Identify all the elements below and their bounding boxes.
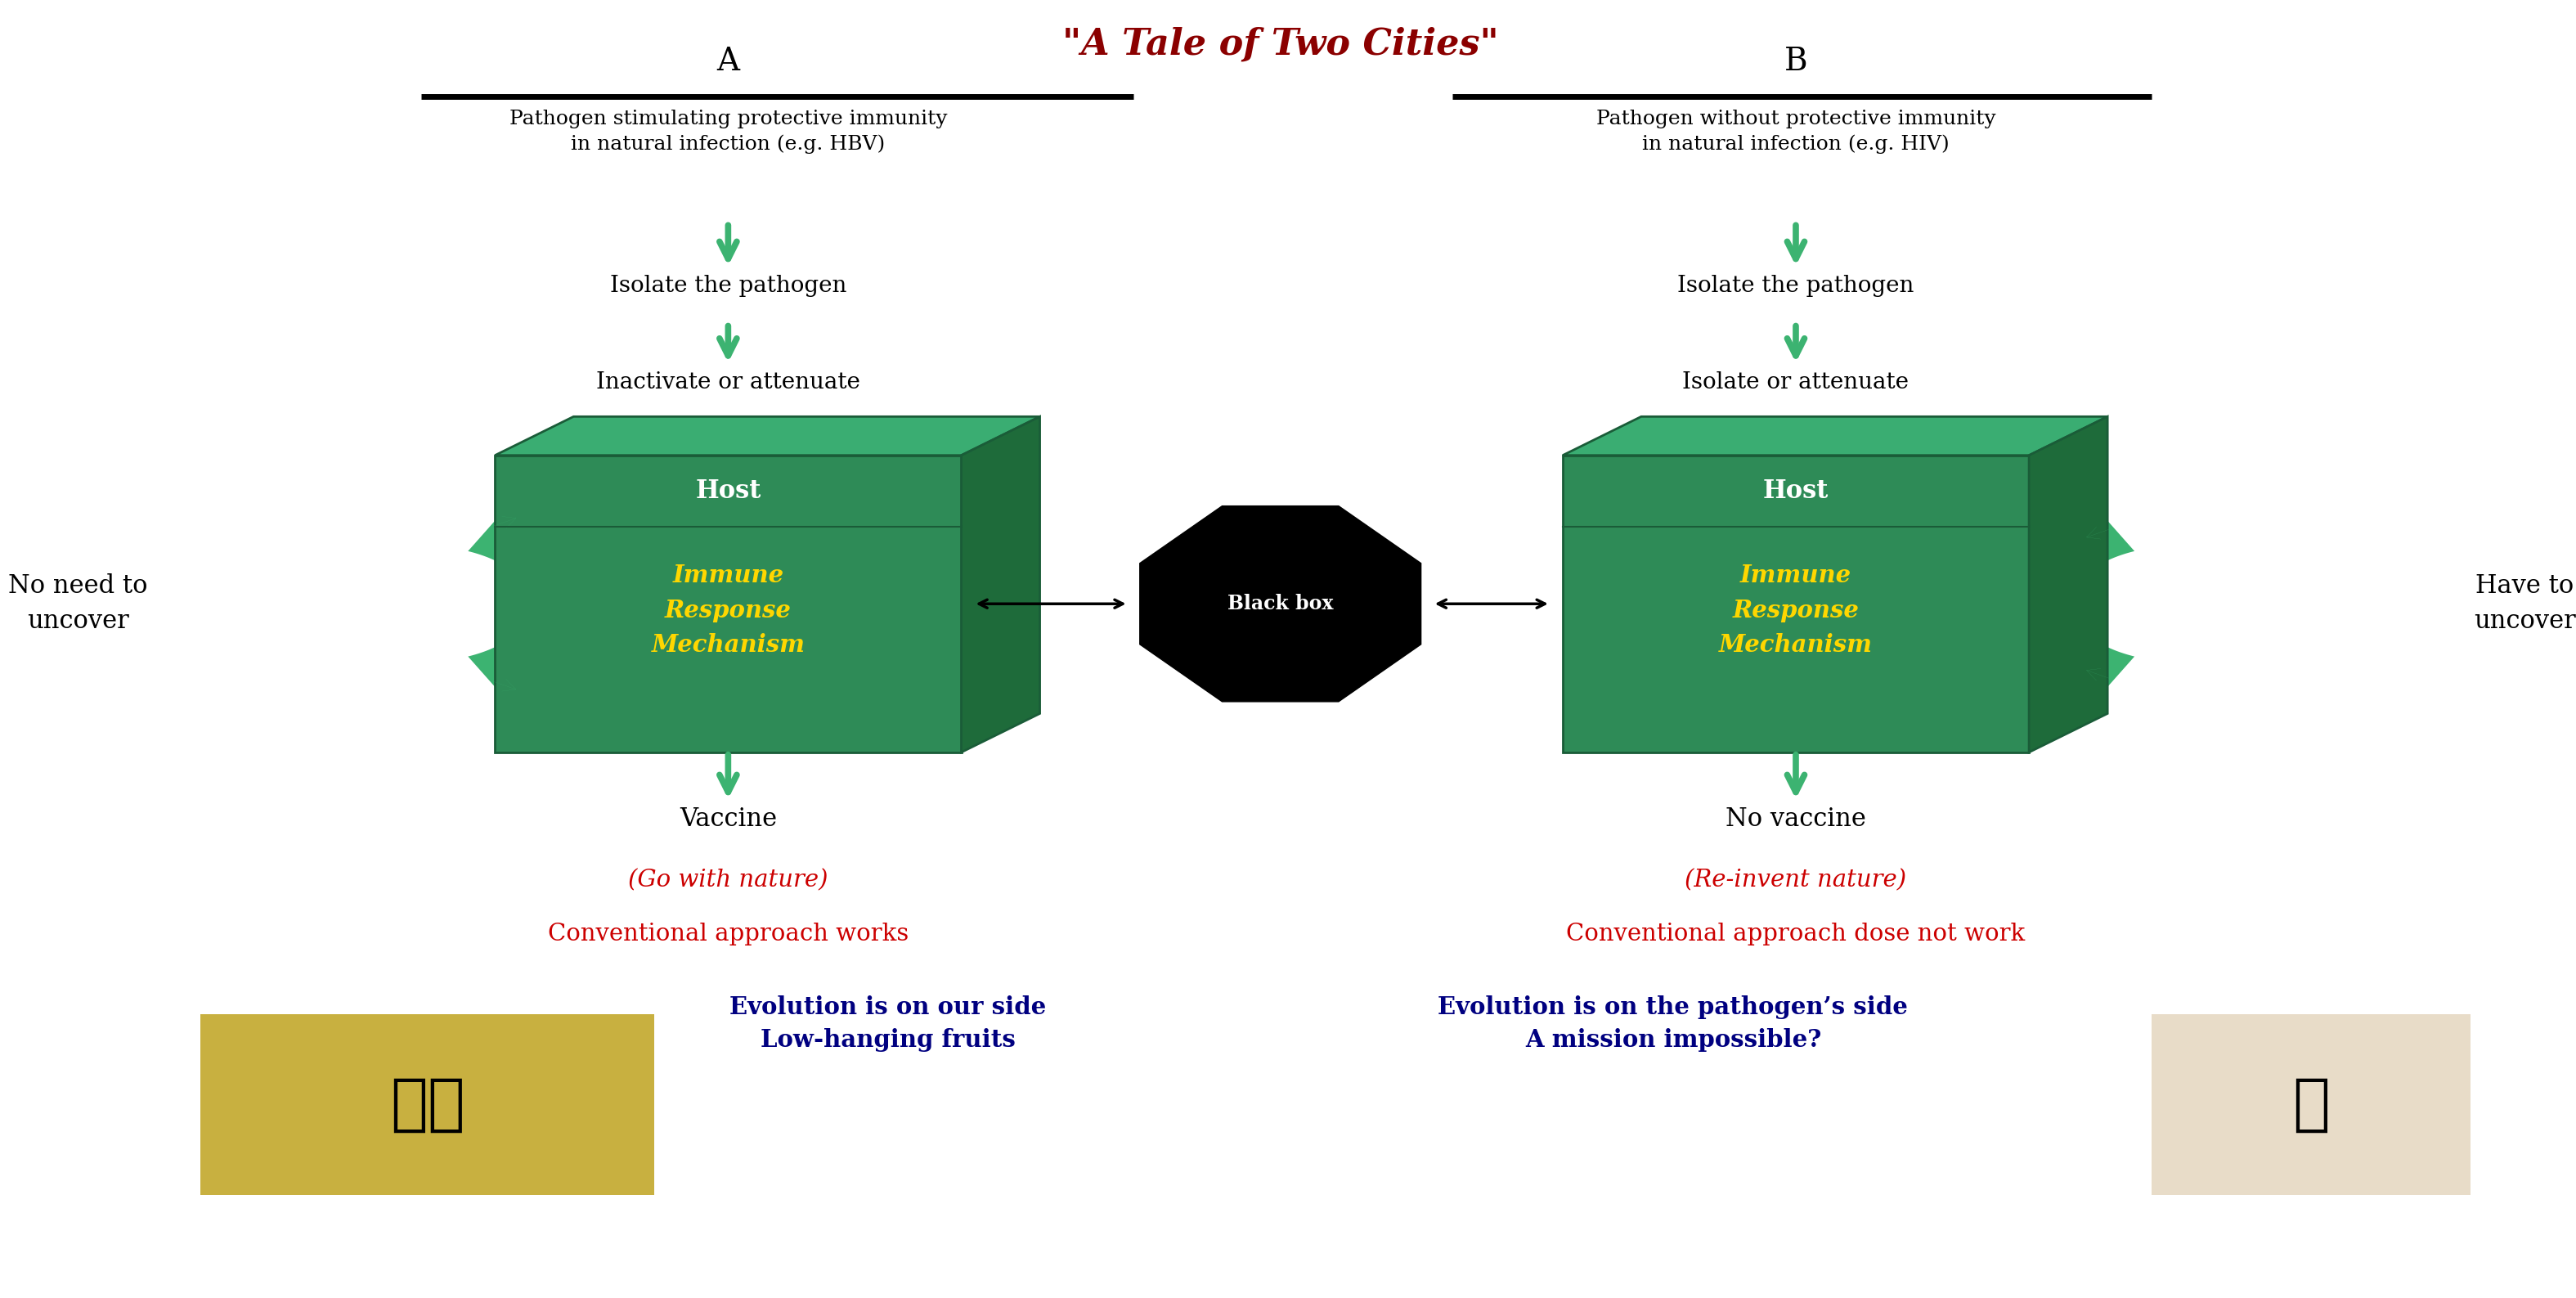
Polygon shape (2151, 1015, 2470, 1195)
Text: Pathogen without protective immunity
in natural infection (e.g. HIV): Pathogen without protective immunity in … (1597, 109, 1996, 153)
Text: A: A (716, 47, 739, 77)
Text: 🤔: 🤔 (2293, 1075, 2331, 1134)
Text: Vaccine: Vaccine (680, 806, 778, 832)
Text: Evolution is on the pathogen’s side
A mission impossible?: Evolution is on the pathogen’s side A mi… (1437, 996, 1909, 1051)
Text: No need to
uncover: No need to uncover (8, 574, 147, 633)
Text: Isolate or attenuate: Isolate or attenuate (1682, 371, 1909, 393)
Text: Pathogen stimulating protective immunity
in natural infection (e.g. HBV): Pathogen stimulating protective immunity… (510, 109, 948, 153)
Text: Conventional approach works: Conventional approach works (549, 923, 909, 946)
Text: B: B (1785, 47, 1808, 77)
Text: Immune
Response
Mechanism: Immune Response Mechanism (652, 563, 806, 657)
Text: Inactivate or attenuate: Inactivate or attenuate (595, 371, 860, 393)
Polygon shape (495, 456, 961, 753)
Polygon shape (961, 417, 1041, 753)
Polygon shape (2030, 417, 2107, 753)
Text: 🐒🐒: 🐒🐒 (389, 1075, 466, 1134)
Polygon shape (1139, 506, 1422, 702)
Text: No vaccine: No vaccine (1726, 806, 1865, 832)
Text: Host: Host (696, 479, 760, 504)
Text: Conventional approach dose not work: Conventional approach dose not work (1566, 923, 2025, 946)
Text: (Go with nature): (Go with nature) (629, 868, 827, 892)
Text: Have to
uncover: Have to uncover (2473, 574, 2576, 633)
Polygon shape (495, 417, 1041, 456)
Text: (Re-invent nature): (Re-invent nature) (1685, 868, 1906, 892)
Polygon shape (1973, 505, 2136, 704)
Polygon shape (469, 505, 631, 704)
Text: Immune
Response
Mechanism: Immune Response Mechanism (1718, 563, 1873, 657)
Polygon shape (1564, 417, 2107, 456)
Text: Evolution is on our side
Low-hanging fruits: Evolution is on our side Low-hanging fru… (729, 996, 1046, 1051)
Text: Isolate the pathogen: Isolate the pathogen (611, 275, 848, 297)
Text: Host: Host (1762, 479, 1829, 504)
Text: Isolate the pathogen: Isolate the pathogen (1677, 275, 1914, 297)
Polygon shape (1564, 456, 2030, 753)
Text: Black box: Black box (1226, 594, 1334, 614)
Polygon shape (201, 1015, 654, 1195)
Text: "A Tale of Two Cities": "A Tale of Two Cities" (1061, 27, 1499, 62)
